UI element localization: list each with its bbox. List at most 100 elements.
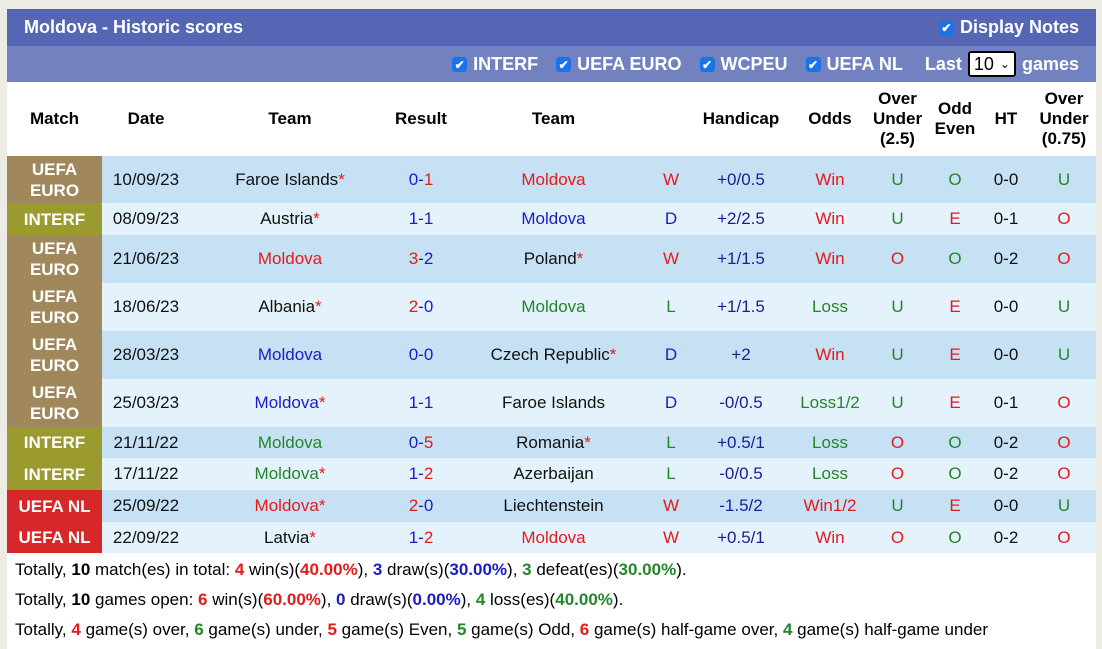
home-team[interactable]: Austria* [190, 203, 390, 235]
score-separator: - [418, 393, 424, 412]
home-score: 2 [408, 496, 419, 515]
home-team[interactable]: Faroe Islands* [190, 156, 390, 203]
result-score[interactable]: 1-1 [390, 203, 452, 235]
match-type-badge: INTERF [7, 203, 102, 235]
away-team[interactable]: Czech Republic* [452, 331, 655, 379]
team-name: Poland [523, 249, 577, 268]
column-header: Team [452, 82, 655, 156]
match-date: 25/09/22 [112, 496, 180, 515]
home-team[interactable]: Moldova [190, 427, 390, 458]
result-score[interactable]: 1-1 [390, 379, 452, 427]
away-score: 1 [423, 169, 434, 189]
games-count-select[interactable]: 10 ⌄ [967, 51, 1016, 77]
star-marker: * [318, 393, 326, 412]
summary-text: 30.00% [618, 560, 677, 579]
filter-interf[interactable]: ✔ INTERF [440, 54, 538, 75]
over-under-2-5: U [891, 297, 904, 316]
result-score[interactable]: 2-0 [390, 490, 452, 522]
summary-text: draw(s)( [345, 590, 413, 609]
match-type-badge: UEFA EURO [7, 235, 102, 283]
star-marker: * [584, 432, 591, 452]
wdl-result: D [664, 209, 678, 228]
column-header: Date [102, 82, 190, 156]
away-team[interactable]: Azerbaijan [452, 458, 655, 490]
star-marker: * [309, 527, 316, 547]
over-under-0-75: O [1057, 432, 1071, 452]
away-score: 2 [423, 464, 434, 483]
odds-result: Win [815, 527, 845, 547]
checkbox-checked-icon[interactable]: ✔ [805, 57, 821, 73]
summary-text: 6 [194, 620, 204, 639]
display-notes-toggle[interactable]: ✔ Display Notes [927, 17, 1079, 38]
scores-table: Match Date Team Result Team Handicap Odds Over U… [7, 82, 1096, 553]
summary-text: ), [357, 560, 373, 579]
odd-even: O [948, 169, 962, 189]
checkbox-checked-icon[interactable]: ✔ [556, 57, 572, 73]
summary-text: ). [612, 590, 624, 609]
team-name: Faroe Islands [235, 169, 339, 189]
handicap: +1/1.5 [717, 297, 765, 316]
filter-uefa-nl[interactable]: ✔ UEFA NL [794, 54, 903, 75]
result-score[interactable]: 1-2 [390, 458, 452, 490]
home-team[interactable]: Moldova* [190, 458, 390, 490]
checkbox-checked-icon[interactable]: ✔ [938, 20, 954, 36]
summary-text: draw(s)( [382, 560, 450, 579]
half-time-score: 0-2 [993, 432, 1019, 452]
column-header: Odds [795, 82, 865, 156]
table-row: UEFA EURO 18/06/23 Albania* 2-0 Moldova L +1/1.… [7, 283, 1096, 331]
home-team[interactable]: Albania* [190, 283, 390, 331]
home-team[interactable]: Latvia* [190, 522, 390, 553]
over-under-0-75: U [1057, 169, 1071, 189]
over-under-0-75: U [1057, 297, 1071, 316]
result-score[interactable]: 2-0 [390, 283, 452, 331]
result-score[interactable]: 0-5 [390, 427, 452, 458]
filter-wcpeu[interactable]: ✔ WCPEU [688, 54, 788, 75]
home-team[interactable]: Moldova [190, 331, 390, 379]
away-team[interactable]: Moldova [452, 203, 655, 235]
away-team[interactable]: Moldova [452, 283, 655, 331]
result-score[interactable]: 0-0 [390, 331, 452, 379]
filter-bar: ✔ INTERF ✔ UEFA EURO ✔ WCPEU ✔ UEFA NL Last 10 ⌄ ga… [7, 46, 1096, 82]
checkbox-checked-icon[interactable]: ✔ [452, 57, 468, 73]
home-team[interactable]: Moldova* [190, 379, 390, 427]
star-marker: * [315, 297, 322, 316]
summary-text: 30.00% [449, 560, 508, 579]
team-name: Moldova [257, 345, 323, 364]
away-team[interactable]: Moldova [452, 156, 655, 203]
home-team[interactable]: Moldova [190, 235, 390, 283]
result-score[interactable]: 0-1 [390, 156, 452, 203]
star-marker: * [338, 169, 345, 189]
result-score[interactable]: 3-2 [390, 235, 452, 283]
away-team[interactable]: Faroe Islands [452, 379, 655, 427]
match-date: 17/11/22 [113, 464, 179, 483]
home-score: 0 [408, 345, 419, 364]
away-team[interactable]: Romania* [452, 427, 655, 458]
wdl-result: D [664, 345, 678, 364]
over-under-2-5: U [891, 393, 904, 412]
odds-result: Loss [812, 297, 848, 316]
summary-text: win(s)( [244, 560, 301, 579]
wdl-result: D [664, 393, 678, 412]
odd-even: O [948, 464, 962, 483]
column-header: Team [190, 82, 390, 156]
summary-text: game(s) Even, [336, 620, 457, 639]
checkbox-checked-icon[interactable]: ✔ [699, 57, 715, 73]
summary-text: game(s) over, [80, 620, 195, 639]
away-team[interactable]: Moldova [452, 522, 655, 553]
filter-uefa-euro[interactable]: ✔ UEFA EURO [544, 53, 682, 75]
odds-result: Win [815, 249, 845, 268]
away-team[interactable]: Poland* [452, 235, 655, 283]
home-team[interactable]: Moldova* [190, 490, 390, 522]
over-under-2-5: O [890, 249, 905, 268]
team-name: Moldova [257, 432, 323, 452]
home-score: 1 [408, 209, 419, 228]
away-team[interactable]: Liechtenstein [452, 490, 655, 522]
half-time-score: 0-1 [993, 209, 1019, 228]
summary-text: loss(es)( [485, 590, 556, 609]
filter-label: UEFA EURO [577, 53, 682, 74]
score-separator: - [418, 496, 424, 515]
summary-text: 6 [579, 620, 590, 639]
over-under-2-5: O [890, 464, 905, 483]
team-name: Moldova [521, 527, 586, 547]
result-score[interactable]: 1-2 [390, 522, 452, 553]
